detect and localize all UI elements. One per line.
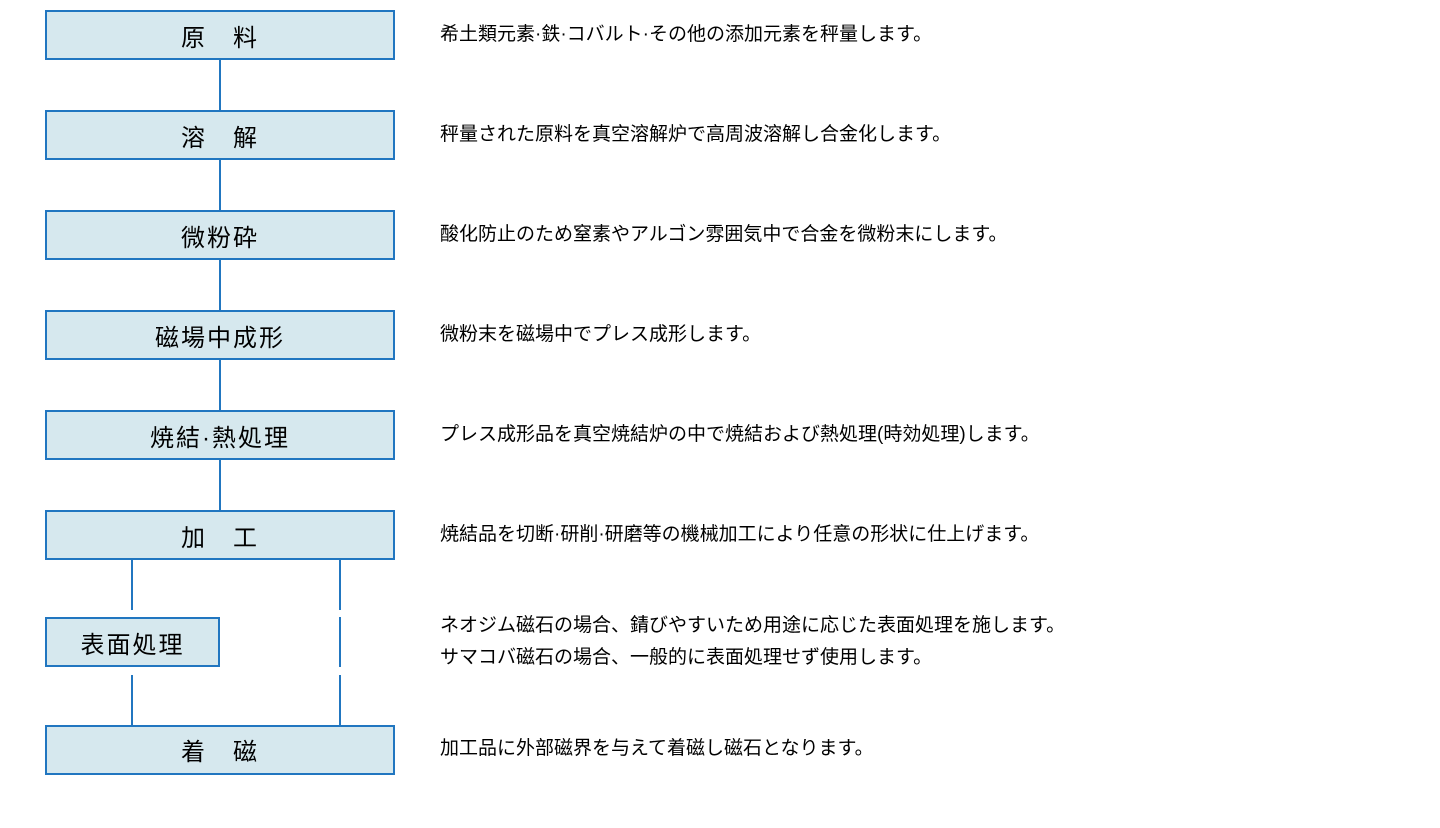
- branch-svg: [40, 560, 400, 610]
- flow-row: 磁場中成形 微粉末を磁場中でプレス成形します。: [40, 310, 1400, 360]
- branch-connector-row: [40, 560, 1400, 610]
- description-line: サマコバ磁石の場合、一般的に表面処理せず使用します。: [440, 642, 1400, 674]
- step-label: 原 料: [181, 18, 259, 53]
- merge-connector-row: [40, 675, 1400, 725]
- description-line: ネオジム磁石の場合、錆びやすいため用途に応じた表面処理を施します。: [440, 610, 1400, 642]
- box-column: 原 料: [40, 10, 400, 60]
- step-box-melting: 溶 解: [45, 110, 395, 160]
- step-box-surface-treatment: 表面処理: [45, 617, 220, 667]
- flow-row: 焼結·熱処理 プレス成形品を真空焼結炉の中で焼結および熱処理(時効処理)します。: [40, 410, 1400, 460]
- flow-row: 加 工 焼結品を切断·研削·研磨等の機械加工により任意の形状に仕上げます。: [40, 510, 1400, 560]
- step-label: 微粉砕: [181, 218, 259, 253]
- step-description: 微粉末を磁場中でプレス成形します。: [400, 319, 1400, 351]
- box-column: 着 磁: [40, 725, 400, 775]
- merge-connector: [40, 675, 400, 725]
- flow-row: 表面処理 ネオジム磁石の場合、錆びやすいため用途に応じた表面処理を施します。 サ…: [40, 610, 1400, 675]
- step-box-machining: 加 工: [45, 510, 395, 560]
- flow-row: 着 磁 加工品に外部磁界を与えて着磁し磁石となります。: [40, 725, 1400, 775]
- flow-row: 溶 解 秤量された原料を真空溶解炉で高周波溶解し合金化します。: [40, 110, 1400, 160]
- box-column: 表面処理: [40, 617, 400, 667]
- box-column: 加 工: [40, 510, 400, 560]
- step-label: 溶 解: [181, 118, 259, 153]
- flowchart-container: 原 料 希土類元素·鉄·コバルト·その他の添加元素を秤量します。 溶 解 秤量さ…: [40, 10, 1400, 775]
- connector-vertical: [219, 60, 221, 110]
- step-description: 加工品に外部磁界を与えて着磁し磁石となります。: [400, 733, 1400, 765]
- connector-vertical: [219, 460, 221, 510]
- step-label: 焼結·熱処理: [150, 418, 290, 453]
- step-box-pulverization: 微粉砕: [45, 210, 395, 260]
- branch-connector: [40, 560, 400, 610]
- step-description: ネオジム磁石の場合、錆びやすいため用途に応じた表面処理を施します。 サマコバ磁石…: [400, 610, 1400, 675]
- flow-row: 微粉砕 酸化防止のため窒素やアルゴン雰囲気中で合金を微粉末にします。: [40, 210, 1400, 260]
- step-label: 磁場中成形: [155, 318, 285, 353]
- connector-vertical: [219, 360, 221, 410]
- step-box-magnetization: 着 磁: [45, 725, 395, 775]
- gap: [40, 160, 1400, 210]
- step-label: 着 磁: [181, 732, 259, 767]
- step-box-pressing: 磁場中成形: [45, 310, 395, 360]
- box-column: 焼結·熱処理: [40, 410, 400, 460]
- step-description: プレス成形品を真空焼結炉の中で焼結および熱処理(時効処理)します。: [400, 419, 1400, 451]
- box-column: 微粉砕: [40, 210, 400, 260]
- step-description: 酸化防止のため窒素やアルゴン雰囲気中で合金を微粉末にします。: [400, 219, 1400, 251]
- step-label: 表面処理: [81, 625, 185, 660]
- gap: [40, 360, 1400, 410]
- step-description: 焼結品を切断·研削·研磨等の機械加工により任意の形状に仕上げます。: [400, 519, 1400, 551]
- connector-vertical: [219, 160, 221, 210]
- flow-row: 原 料 希土類元素·鉄·コバルト·その他の添加元素を秤量します。: [40, 10, 1400, 60]
- gap: [40, 260, 1400, 310]
- merge-svg: [40, 675, 400, 725]
- gap: [40, 60, 1400, 110]
- step-label: 加 工: [181, 518, 259, 553]
- box-column: 溶 解: [40, 110, 400, 160]
- step-box-raw-material: 原 料: [45, 10, 395, 60]
- gap: [40, 460, 1400, 510]
- connector-vertical: [219, 260, 221, 310]
- step-description: 希土類元素·鉄·コバルト·その他の添加元素を秤量します。: [400, 19, 1400, 51]
- box-column: 磁場中成形: [40, 310, 400, 360]
- step-box-sintering: 焼結·熱処理: [45, 410, 395, 460]
- step-description: 秤量された原料を真空溶解炉で高周波溶解し合金化します。: [400, 119, 1400, 151]
